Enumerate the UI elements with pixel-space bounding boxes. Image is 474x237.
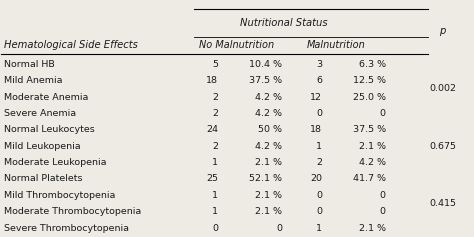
Text: 4.2 %: 4.2 %	[359, 158, 386, 167]
Text: 1: 1	[316, 224, 322, 232]
Text: 37.5 %: 37.5 %	[249, 76, 282, 85]
Text: 1: 1	[212, 158, 218, 167]
Text: 24: 24	[206, 125, 218, 134]
Text: Severe Anemia: Severe Anemia	[4, 109, 77, 118]
Text: 18: 18	[206, 76, 218, 85]
Text: 1: 1	[212, 207, 218, 216]
Text: 1: 1	[316, 142, 322, 151]
Text: 12: 12	[310, 92, 322, 101]
Text: 12.5 %: 12.5 %	[353, 76, 386, 85]
Text: 41.7 %: 41.7 %	[353, 174, 386, 183]
Text: Malnutrition: Malnutrition	[307, 41, 365, 50]
Text: 37.5 %: 37.5 %	[353, 125, 386, 134]
Text: 4.2 %: 4.2 %	[255, 142, 282, 151]
Text: 0: 0	[276, 224, 282, 232]
Text: 2.1 %: 2.1 %	[359, 224, 386, 232]
Text: 0: 0	[380, 207, 386, 216]
Text: 0: 0	[212, 224, 218, 232]
Text: 2.1 %: 2.1 %	[359, 142, 386, 151]
Text: 10.4 %: 10.4 %	[249, 60, 282, 69]
Text: Normal Leukocytes: Normal Leukocytes	[4, 125, 95, 134]
Text: 0.002: 0.002	[429, 84, 456, 93]
Text: 3: 3	[316, 60, 322, 69]
Text: 20: 20	[310, 174, 322, 183]
Text: Severe Thrombocytopenia: Severe Thrombocytopenia	[4, 224, 129, 232]
Text: p: p	[439, 26, 446, 36]
Text: Normal Platelets: Normal Platelets	[4, 174, 83, 183]
Text: 2: 2	[212, 109, 218, 118]
Text: 4.2 %: 4.2 %	[255, 109, 282, 118]
Text: 5: 5	[212, 60, 218, 69]
Text: 2.1 %: 2.1 %	[255, 191, 282, 200]
Text: 0: 0	[316, 207, 322, 216]
Text: Hematological Side Effects: Hematological Side Effects	[4, 41, 138, 50]
Text: 0.675: 0.675	[429, 142, 456, 151]
Text: 18: 18	[310, 125, 322, 134]
Text: 4.2 %: 4.2 %	[255, 92, 282, 101]
Text: 0.415: 0.415	[429, 199, 456, 208]
Text: Mild Thrombocytopenia: Mild Thrombocytopenia	[4, 191, 116, 200]
Text: Mild Anemia: Mild Anemia	[4, 76, 63, 85]
Text: 2: 2	[212, 92, 218, 101]
Text: 2.1 %: 2.1 %	[255, 158, 282, 167]
Text: 25.0 %: 25.0 %	[353, 92, 386, 101]
Text: Moderate Leukopenia: Moderate Leukopenia	[4, 158, 107, 167]
Text: Mild Leukopenia: Mild Leukopenia	[4, 142, 81, 151]
Text: 2.1 %: 2.1 %	[255, 207, 282, 216]
Text: 50 %: 50 %	[258, 125, 282, 134]
Text: 2: 2	[316, 158, 322, 167]
Text: 0: 0	[316, 109, 322, 118]
Text: No Malnutrition: No Malnutrition	[200, 41, 274, 50]
Text: 0: 0	[380, 109, 386, 118]
Text: 25: 25	[206, 174, 218, 183]
Text: Moderate Thrombocytopenia: Moderate Thrombocytopenia	[4, 207, 142, 216]
Text: 0: 0	[380, 191, 386, 200]
Text: 2: 2	[212, 142, 218, 151]
Text: 6: 6	[316, 76, 322, 85]
Text: Normal HB: Normal HB	[4, 60, 55, 69]
Text: 52.1 %: 52.1 %	[249, 174, 282, 183]
Text: 1: 1	[212, 191, 218, 200]
Text: 0: 0	[316, 191, 322, 200]
Text: Nutritional Status: Nutritional Status	[240, 18, 328, 28]
Text: 6.3 %: 6.3 %	[359, 60, 386, 69]
Text: Moderate Anemia: Moderate Anemia	[4, 92, 89, 101]
